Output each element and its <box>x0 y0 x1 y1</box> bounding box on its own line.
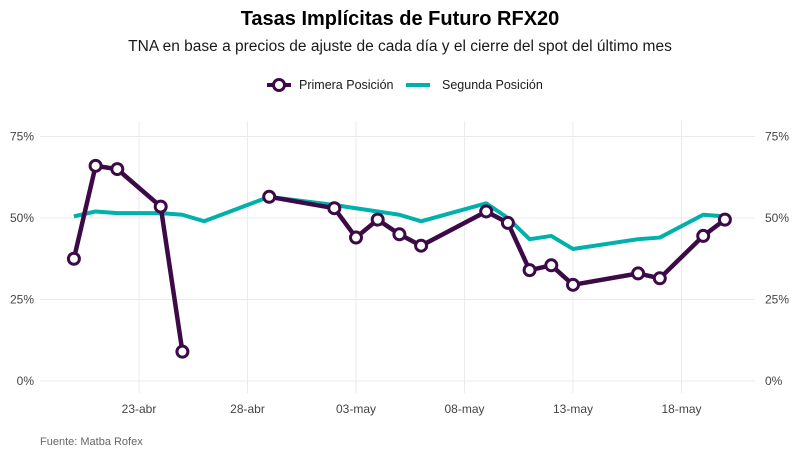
legend-label-segunda: Segunda Posición <box>442 78 543 92</box>
data-point-primera <box>414 238 429 253</box>
data-point-primera <box>327 201 342 216</box>
y-tick-label-right: 75% <box>765 130 789 144</box>
y-tick-label-left: 25% <box>10 293 34 307</box>
data-point-primera <box>349 230 363 245</box>
series-layer <box>66 158 732 359</box>
y-tick-label-left: 75% <box>10 130 34 144</box>
chart-subtitle: TNA en base a precios de ajuste de cada … <box>128 38 672 55</box>
data-point-primera <box>153 199 168 214</box>
y-axis-left: 0% 25% 50% 75% <box>10 130 34 389</box>
x-tick-label: 13-may <box>553 402 593 416</box>
y-tick-label-left: 0% <box>17 374 35 388</box>
series-line-primera <box>71 163 163 261</box>
data-point-primera <box>479 204 494 219</box>
data-point-primera <box>652 271 667 286</box>
x-tick-label: 08-may <box>444 402 484 416</box>
grid <box>40 121 755 393</box>
data-point-primera <box>66 251 81 266</box>
data-point-primera <box>544 258 559 273</box>
data-point-primera <box>262 189 277 204</box>
caption: Fuente: Matba Rofex <box>40 436 143 448</box>
data-point-primera <box>500 215 515 230</box>
legend-marker-primera <box>272 78 286 92</box>
data-point-primera <box>88 158 103 173</box>
legend: Primera Posición Segunda Posición <box>267 78 543 92</box>
data-point-primera <box>370 212 385 227</box>
y-tick-label-right: 50% <box>765 211 789 225</box>
x-tick-label: 18-may <box>661 402 701 416</box>
x-tick-label: 23-abr <box>122 402 157 416</box>
legend-item-primera: Primera Posición <box>267 78 394 92</box>
data-point-primera <box>631 266 646 281</box>
data-point-primera <box>110 162 125 177</box>
legend-label-primera: Primera Posición <box>299 78 394 92</box>
data-point-primera <box>717 212 732 227</box>
y-axis-right: 0% 25% 50% 75% <box>765 130 789 389</box>
y-tick-label-right: 0% <box>765 374 783 388</box>
data-point-primera <box>522 263 537 278</box>
x-tick-label: 28-abr <box>230 402 265 416</box>
x-axis: 23-abr 28-abr 03-may 08-may 13-may 18-may <box>122 402 702 416</box>
y-tick-label-left: 50% <box>10 211 34 225</box>
data-point-primera <box>175 344 190 359</box>
data-point-primera <box>566 277 580 292</box>
data-point-primera <box>392 227 407 242</box>
x-tick-label: 03-may <box>336 402 376 416</box>
legend-item-segunda: Segunda Posición <box>406 78 543 92</box>
series-line-segunda <box>73 194 726 251</box>
chart-title: Tasas Implícitas de Futuro RFX20 <box>241 8 560 30</box>
series-line-primera <box>158 204 185 354</box>
y-tick-label-right: 25% <box>765 293 789 307</box>
data-point-primera <box>696 228 711 243</box>
